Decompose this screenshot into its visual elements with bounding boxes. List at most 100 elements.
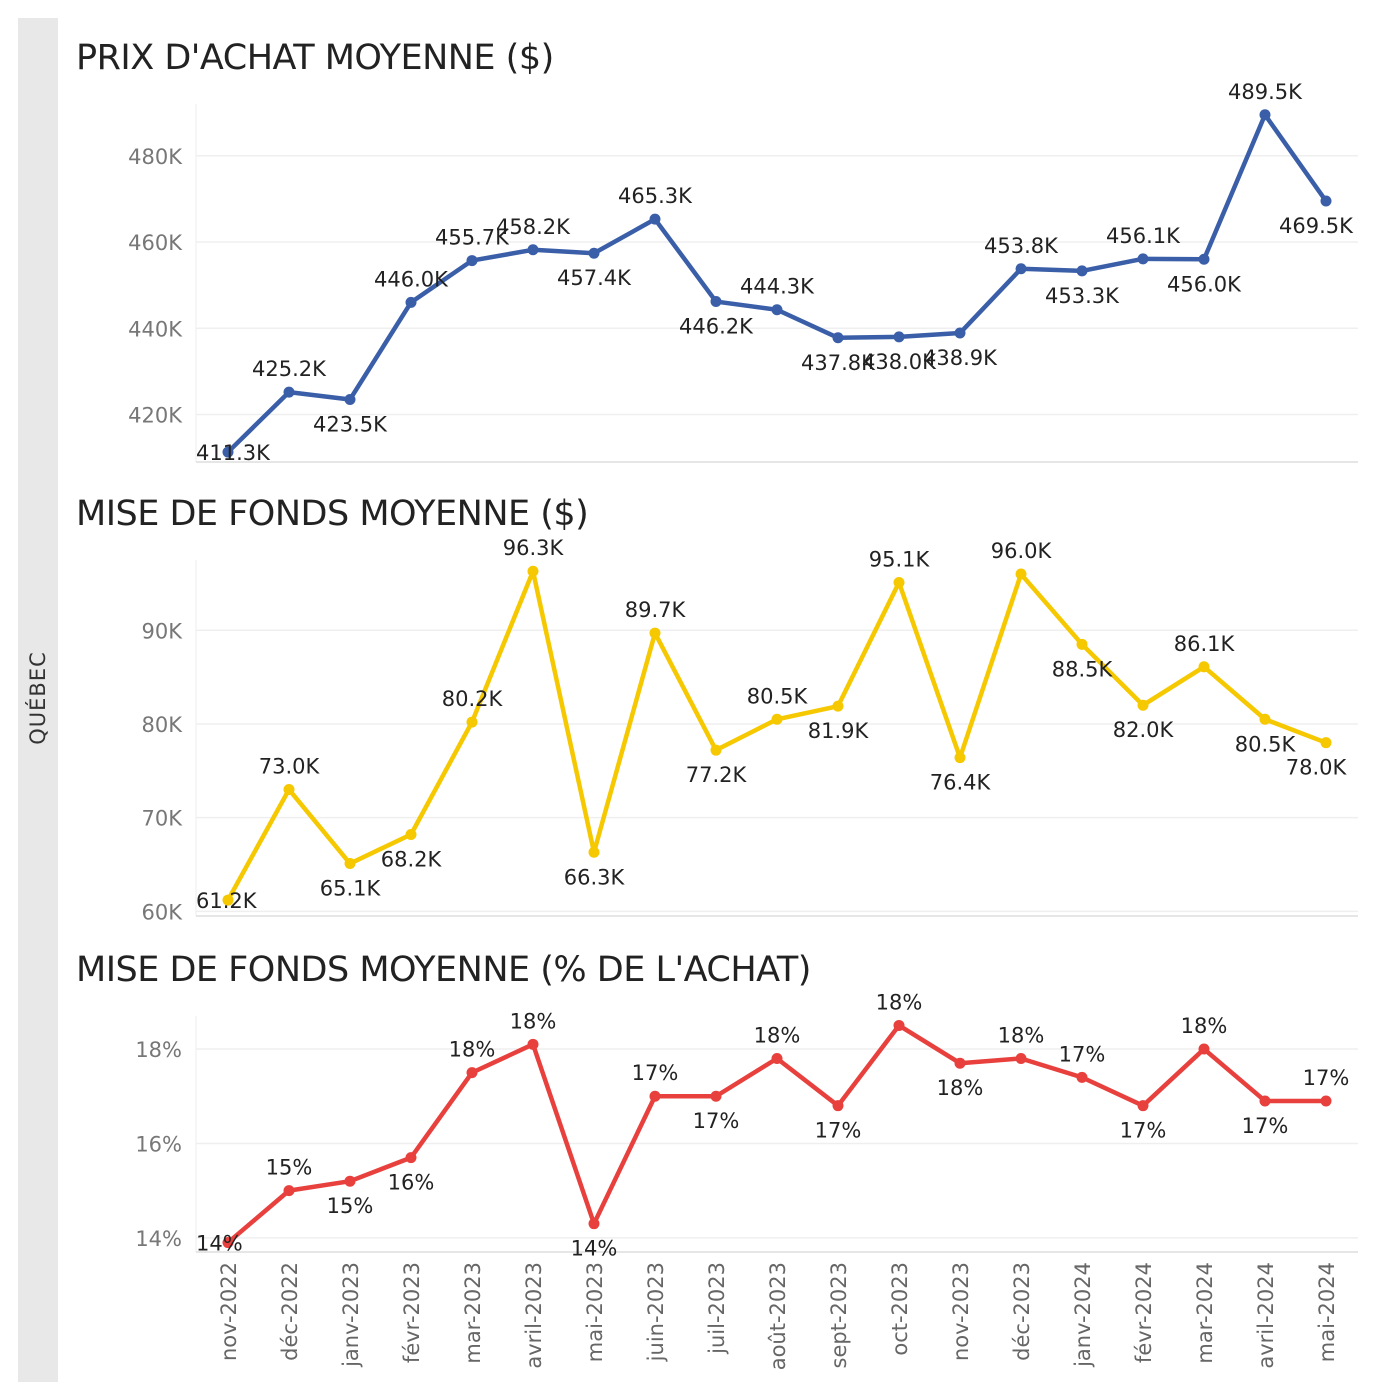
data-point-2-13[interactable]: [1015, 1052, 1027, 1064]
data-point-2-18[interactable]: [1320, 1095, 1332, 1107]
data-label-2-11: 18%: [876, 990, 923, 1014]
data-point-2-14[interactable]: [1076, 1071, 1088, 1083]
data-label-2-18: 17%: [1303, 1066, 1350, 1090]
data-point-1-18[interactable]: [1320, 737, 1332, 749]
data-label-0-1: 425.2K: [252, 357, 327, 381]
data-label-0-10: 437.8K: [801, 351, 876, 375]
data-label-0-6: 457.4K: [557, 266, 632, 290]
data-point-1-11[interactable]: [893, 576, 905, 588]
data-point-1-9[interactable]: [771, 713, 783, 725]
data-point-0-14[interactable]: [1076, 265, 1088, 277]
data-point-1-1[interactable]: [283, 784, 295, 796]
data-point-0-18[interactable]: [1320, 195, 1332, 207]
data-point-2-7[interactable]: [649, 1090, 661, 1102]
data-point-1-6[interactable]: [588, 846, 600, 858]
data-point-0-7[interactable]: [649, 213, 661, 225]
data-label-0-5: 458.2K: [496, 215, 571, 239]
data-point-2-12[interactable]: [954, 1057, 966, 1069]
title-prix-achat: PRIX D'ACHAT MOYENNE ($): [76, 38, 554, 78]
data-label-1-2: 65.1K: [320, 877, 382, 901]
x-tick-label-16: mar-2024: [1193, 1262, 1217, 1364]
data-point-0-13[interactable]: [1015, 263, 1027, 275]
data-point-1-7[interactable]: [649, 627, 661, 639]
data-point-0-16[interactable]: [1198, 253, 1210, 265]
data-label-2-16: 18%: [1181, 1014, 1228, 1038]
data-point-2-6[interactable]: [588, 1218, 600, 1230]
data-point-0-1[interactable]: [283, 386, 295, 398]
data-point-1-12[interactable]: [954, 752, 966, 764]
data-label-1-1: 73.0K: [259, 755, 321, 779]
data-point-2-0[interactable]: [222, 1237, 234, 1249]
data-point-0-5[interactable]: [527, 244, 539, 256]
data-point-0-12[interactable]: [954, 327, 966, 339]
data-label-0-18: 469.5K: [1279, 214, 1354, 238]
data-point-2-5[interactable]: [527, 1038, 539, 1050]
data-point-2-11[interactable]: [893, 1019, 905, 1031]
data-point-0-17[interactable]: [1259, 109, 1271, 121]
data-point-0-8[interactable]: [710, 296, 722, 308]
data-point-0-11[interactable]: [893, 331, 905, 343]
data-point-2-17[interactable]: [1259, 1095, 1271, 1107]
data-label-2-14: 17%: [1059, 1042, 1106, 1066]
data-point-0-9[interactable]: [771, 304, 783, 316]
data-point-2-4[interactable]: [466, 1067, 478, 1079]
y-tick-label-1-3: 90K: [142, 619, 184, 643]
data-point-2-10[interactable]: [832, 1100, 844, 1112]
data-point-1-4[interactable]: [466, 716, 478, 728]
data-point-1-16[interactable]: [1198, 661, 1210, 673]
data-point-2-16[interactable]: [1198, 1043, 1210, 1055]
data-label-2-15: 17%: [1120, 1119, 1167, 1143]
y-tick-label-2-0: 14%: [135, 1227, 182, 1251]
x-tick-label-17: avril-2024: [1254, 1262, 1278, 1369]
data-point-1-13[interactable]: [1015, 568, 1027, 580]
x-tick-label-4: mar-2023: [461, 1262, 485, 1364]
data-label-2-3: 16%: [388, 1171, 435, 1195]
data-point-1-15[interactable]: [1137, 699, 1149, 711]
data-label-2-7: 17%: [632, 1061, 679, 1085]
data-label-0-3: 446.0K: [374, 267, 449, 291]
data-point-1-8[interactable]: [710, 744, 722, 756]
data-label-2-8: 17%: [693, 1109, 740, 1133]
x-tick-label-12: nov-2023: [949, 1262, 973, 1361]
data-point-1-10[interactable]: [832, 700, 844, 712]
data-label-1-9: 80.5K: [747, 684, 809, 708]
data-label-2-1: 15%: [266, 1156, 313, 1180]
data-point-1-3[interactable]: [405, 828, 417, 840]
data-label-0-8: 446.2K: [679, 315, 754, 339]
data-point-0-4[interactable]: [466, 255, 478, 267]
x-tick-label-15: févr-2024: [1132, 1262, 1156, 1363]
data-point-0-6[interactable]: [588, 247, 600, 259]
data-point-2-1[interactable]: [283, 1185, 295, 1197]
data-label-1-12: 76.4K: [930, 771, 992, 795]
data-point-1-0[interactable]: [222, 894, 234, 906]
data-point-2-2[interactable]: [344, 1175, 356, 1187]
data-label-1-18: 78.0K: [1286, 756, 1348, 780]
data-point-0-0[interactable]: [222, 446, 234, 458]
data-label-0-11: 438.0K: [862, 350, 937, 374]
data-label-2-5: 18%: [510, 1009, 557, 1033]
data-label-1-7: 89.7K: [625, 598, 687, 622]
x-tick-label-1: déc-2022: [278, 1262, 302, 1361]
data-point-0-2[interactable]: [344, 393, 356, 405]
y-tick-label-1-1: 70K: [142, 807, 184, 831]
data-point-1-17[interactable]: [1259, 713, 1271, 725]
data-point-0-10[interactable]: [832, 332, 844, 344]
data-point-0-15[interactable]: [1137, 253, 1149, 265]
data-point-1-14[interactable]: [1076, 638, 1088, 650]
data-point-2-9[interactable]: [771, 1052, 783, 1064]
y-tick-label-0-1: 440K: [128, 317, 183, 341]
data-point-0-3[interactable]: [405, 296, 417, 308]
data-point-2-8[interactable]: [710, 1090, 722, 1102]
data-point-2-15[interactable]: [1137, 1100, 1149, 1112]
x-tick-label-13: déc-2023: [1010, 1262, 1034, 1361]
data-point-1-5[interactable]: [527, 565, 539, 577]
data-point-2-3[interactable]: [405, 1152, 417, 1164]
side-band: [18, 18, 58, 1382]
data-label-1-15: 82.0K: [1113, 718, 1175, 742]
data-label-0-13: 453.8K: [984, 234, 1059, 258]
data-point-1-2[interactable]: [344, 858, 356, 870]
x-tick-label-5: avril-2023: [522, 1262, 546, 1369]
data-label-0-14: 453.3K: [1045, 284, 1120, 308]
data-label-1-14: 88.5K: [1052, 657, 1114, 681]
